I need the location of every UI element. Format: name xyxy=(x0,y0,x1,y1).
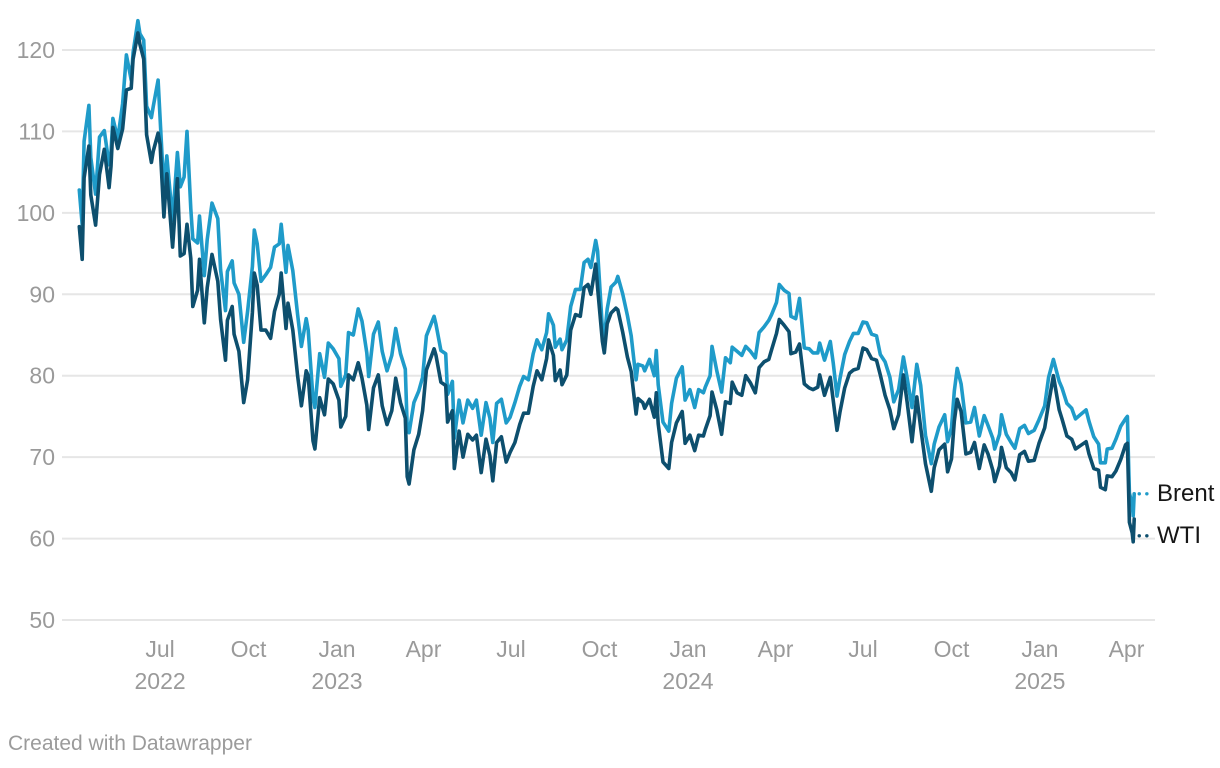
x-axis-month-label: Apr xyxy=(758,636,794,662)
y-axis-tick-label: 80 xyxy=(29,363,55,389)
x-axis-year-label: 2022 xyxy=(135,668,186,694)
legend-label-wti: WTI xyxy=(1157,521,1201,549)
x-axis-month-label: Oct xyxy=(934,636,970,662)
wti-line[interactable] xyxy=(77,31,1136,544)
x-axis-year-label: 2025 xyxy=(1014,668,1065,694)
attribution-credit: Created with Datawrapper xyxy=(8,732,252,755)
brent-line[interactable] xyxy=(77,18,1136,518)
x-axis-year-label: 2023 xyxy=(311,668,362,694)
y-axis-tick-label: 100 xyxy=(17,200,55,226)
x-axis-month-label: Apr xyxy=(1109,636,1145,662)
x-axis-month-label: Oct xyxy=(582,636,618,662)
y-axis-tick-label: 60 xyxy=(29,526,55,552)
x-axis-month-label: Jul xyxy=(848,636,877,662)
x-axis-year-label: 2024 xyxy=(662,668,713,694)
x-axis-month-label: Oct xyxy=(231,636,267,662)
y-axis-tick-label: 120 xyxy=(17,37,55,63)
x-axis-month-label: Jan xyxy=(318,636,355,662)
x-axis-month-label: Jul xyxy=(145,636,174,662)
y-axis-tick-label: 70 xyxy=(29,444,55,470)
y-axis-tick-label: 110 xyxy=(18,118,55,144)
y-axis-tick-label: 90 xyxy=(29,281,55,307)
y-axis-tick-label: 50 xyxy=(29,607,55,633)
x-axis-month-label: Apr xyxy=(406,636,442,662)
x-axis-month-label: Jul xyxy=(496,636,525,662)
legend-label-brent: Brent xyxy=(1157,479,1215,507)
x-axis-month-label: Jan xyxy=(669,636,706,662)
x-axis-month-label: Jan xyxy=(1021,636,1058,662)
